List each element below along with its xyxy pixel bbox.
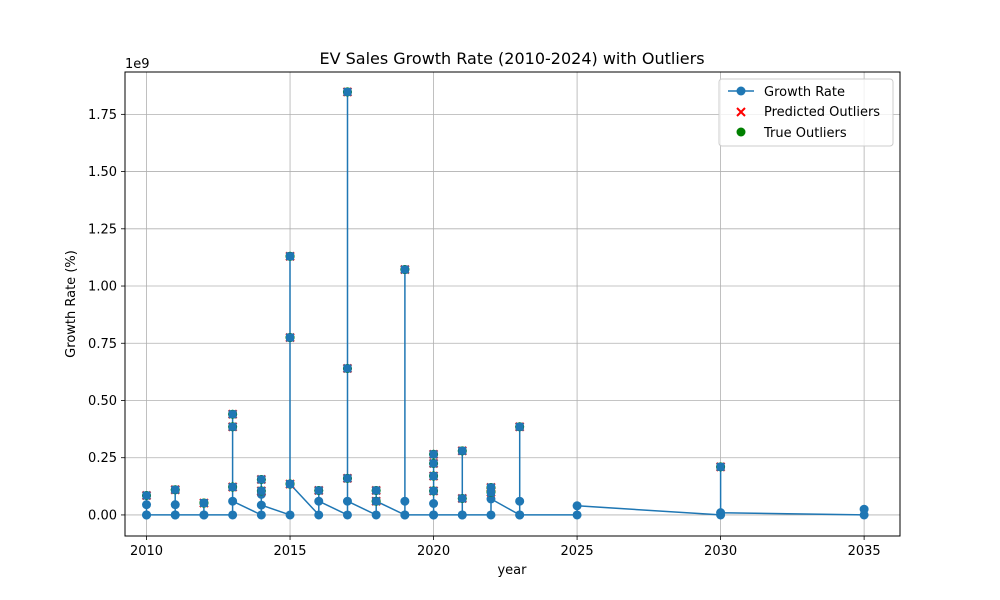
legend-growth-marker: [736, 86, 746, 96]
x-tick-label: 2010: [130, 544, 163, 559]
series-layer: [141, 87, 869, 520]
growth-rate-overlay-point: [257, 475, 266, 484]
growth-rate-overlay-point: [372, 486, 381, 495]
growth-rate-overlay-point: [429, 459, 438, 468]
growth-rate-overlay-point: [429, 486, 438, 495]
chart-title: EV Sales Growth Rate (2010-2024) with Ou…: [319, 49, 704, 68]
y-axis-label: Growth Rate (%): [64, 250, 79, 358]
growth-rate-line: [145, 91, 865, 516]
y-tick-label: 0.00: [88, 508, 117, 523]
growth-rate-point: [228, 510, 238, 520]
growth-rate-point: [859, 504, 869, 514]
growth-rate-point: [457, 510, 467, 520]
growth-rate-point: [142, 510, 152, 520]
growth-rate-point: [256, 510, 266, 520]
growth-rate-point: [486, 510, 496, 520]
growth-rate-overlay-point: [515, 422, 524, 431]
growth-rate-overlay-point: [400, 265, 409, 274]
growth-rate-point: [199, 510, 209, 520]
y-tick-label: 0.25: [88, 451, 117, 466]
growth-rate-overlay-point: [228, 422, 237, 431]
growth-rate-overlay-point: [228, 483, 237, 492]
growth-rate-overlay-point: [343, 474, 352, 483]
x-axis-label: year: [497, 563, 527, 578]
y-tick-label: 0.75: [88, 337, 117, 352]
x-tick-label: 2025: [561, 544, 594, 559]
y-tick-label: 1.75: [88, 108, 117, 123]
growth-rate-point: [256, 500, 266, 510]
growth-rate-overlay-point: [142, 491, 151, 500]
growth-rate-point: [572, 501, 582, 511]
legend-predicted-marker: [736, 107, 746, 117]
y-tick-label: 1.00: [88, 280, 117, 295]
growth-rate-overlay-point: [199, 499, 208, 508]
y-tick-label: 1.50: [88, 165, 117, 180]
x-axis: 2010 2015 2020 2025 2030 2035: [130, 536, 881, 559]
growth-rate-point: [342, 510, 352, 520]
legend: Growth Rate Predicted Outliers True Outl…: [718, 78, 894, 147]
y-scale-label: 1e9: [125, 57, 150, 72]
growth-rate-point: [285, 510, 295, 520]
growth-rate-point: [170, 500, 180, 510]
growth-rate-point: [515, 510, 525, 520]
legend-box: [718, 78, 894, 147]
growth-rate-point: [716, 508, 726, 518]
growth-rate-overlay-point: [257, 486, 266, 495]
growth-rate-overlay-point: [343, 87, 352, 96]
growth-rate-overlay-point: [286, 480, 295, 489]
growth-rate-point: [314, 510, 324, 520]
legend-label-true: True Outliers: [763, 126, 847, 141]
legend-label-growth: Growth Rate: [764, 85, 845, 100]
y-axis: 0.00 0.25 0.50 0.75 1.00 1.25 1.50 1.75: [88, 108, 125, 523]
growth-rate-point: [515, 496, 525, 506]
plot-frame: [124, 71, 901, 537]
growth-rate-overlay-point: [429, 450, 438, 459]
x-tick-label: 2015: [273, 544, 306, 559]
growth-rate-overlay-point: [486, 483, 495, 492]
growth-rate-point: [371, 510, 381, 520]
x-tick-label: 2030: [704, 544, 737, 559]
y-tick-label: 0.50: [88, 394, 117, 409]
growth-rate-point: [400, 496, 410, 506]
growth-rate-point: [142, 500, 152, 510]
growth-rate-point: [429, 510, 439, 520]
growth-rate-point: [314, 496, 324, 506]
x-tick-label: 2035: [848, 544, 881, 559]
growth-rate-overlay-point: [486, 488, 495, 497]
growth-rate-overlay-point: [286, 333, 295, 342]
growth-rate-point: [572, 510, 582, 520]
growth-rate-overlay-point: [458, 494, 467, 503]
grid: [125, 72, 900, 536]
growth-rate-overlay-point: [429, 472, 438, 481]
growth-rate-overlay-point: [343, 364, 352, 373]
growth-rate-overlay-point: [171, 485, 180, 494]
growth-rate-point: [342, 496, 352, 506]
growth-rate-overlay-point: [286, 252, 295, 261]
x-tick-label: 2020: [417, 544, 450, 559]
growth-rate-point: [429, 498, 439, 508]
growth-rate-overlay-point: [716, 462, 725, 471]
growth-rate-point: [228, 496, 238, 506]
growth-rate-overlay-point: [458, 446, 467, 455]
growth-rate-point: [170, 510, 180, 520]
growth-rate-overlay-point: [372, 497, 381, 506]
legend-label-predicted: Predicted Outliers: [764, 105, 880, 120]
y-tick-label: 1.25: [88, 222, 117, 237]
growth-rate-overlay-point: [314, 486, 323, 495]
growth-rate-point: [486, 494, 496, 504]
growth-rate-point: [400, 510, 410, 520]
legend-true-marker: [736, 127, 746, 137]
growth-rate-overlay-point: [228, 410, 237, 419]
